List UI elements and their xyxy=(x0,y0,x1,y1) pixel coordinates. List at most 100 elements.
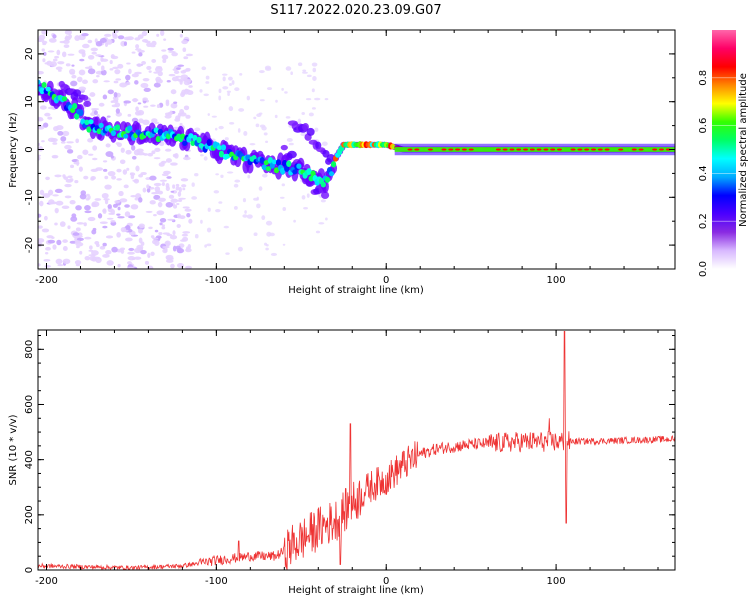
spectrogram-speckle xyxy=(103,80,110,83)
spectrogram-speckle xyxy=(44,112,51,117)
spectrogram-speckle xyxy=(91,51,97,55)
spectrogram-speckle xyxy=(93,110,98,116)
spectrogram-speckle xyxy=(47,50,55,53)
spectrogram-speckle xyxy=(66,141,74,144)
spectrogram-speckle xyxy=(78,86,87,91)
spectrogram-speckle xyxy=(151,59,157,63)
spectrogram-ridge-core xyxy=(308,175,314,182)
spectrogram-speckle xyxy=(115,142,121,145)
spectrogram-speckle xyxy=(90,168,99,173)
spectrogram-speckle xyxy=(164,240,171,247)
spectrogram-speckle xyxy=(207,113,210,116)
spectrogram-speckle xyxy=(176,213,182,219)
colorbar-tick-label: 0.6 xyxy=(698,118,709,134)
spectrogram-speckle xyxy=(60,136,67,142)
spectrogram-speckle xyxy=(238,108,245,112)
spectrogram-speckle xyxy=(47,116,53,120)
spectrogram-ridge-core xyxy=(84,119,90,126)
spectrogram-speckle xyxy=(71,213,77,218)
spectrogram-speckle xyxy=(142,119,150,126)
spectrogram-speckle xyxy=(168,73,176,77)
spectrogram-speckle xyxy=(41,48,45,52)
x-tick-label: 0 xyxy=(383,275,389,286)
spectrogram-speckle xyxy=(226,90,231,93)
spectrogram-speckle xyxy=(164,114,172,119)
spectrogram-speckle xyxy=(140,171,147,176)
x-tick-label: 100 xyxy=(547,275,566,286)
spectrogram-speckle xyxy=(76,76,83,83)
spectrogram-speckle xyxy=(104,184,112,190)
spectrogram-speckle xyxy=(185,53,193,57)
spectrogram-speckle xyxy=(229,83,233,87)
spectrogram-speckle xyxy=(215,173,219,176)
spectrogram-speckle xyxy=(69,178,74,182)
spectrogram-speckle xyxy=(150,235,155,239)
spectrogram-ridge-core xyxy=(188,133,194,139)
spectrogram-speckle xyxy=(99,37,107,43)
spectrogram-speckle xyxy=(64,183,72,188)
snr-panel: -200 -100 0 100 0 200 400 600 800 Height of stra… xyxy=(8,329,676,596)
spectrogram-speckle xyxy=(114,102,121,108)
spectrogram-carrier-peak xyxy=(502,148,508,151)
spectrogram-speckle xyxy=(55,258,63,265)
spectrogram-speckle xyxy=(66,149,74,154)
spectrogram-speckle xyxy=(312,67,317,73)
spectrogram-speckle xyxy=(154,121,160,125)
spectrogram-speckle xyxy=(54,188,63,194)
spectrogram-speckle xyxy=(77,154,83,160)
spectrogram-speckle xyxy=(256,203,261,209)
spectrogram-speckle xyxy=(152,239,157,245)
spectrogram-ridge-core xyxy=(39,87,45,95)
spectrogram-speckle xyxy=(84,205,91,211)
spectrogram-speckle xyxy=(127,266,135,269)
spectrogram-speckle xyxy=(183,105,190,111)
spectrogram-speckle xyxy=(114,200,120,204)
spectrogram-carrier-peak xyxy=(577,148,583,151)
spectrogram-speckle xyxy=(119,159,126,165)
spectrogram-speckle xyxy=(159,179,168,182)
spectrogram-speckle xyxy=(84,66,92,69)
spectrogram-speckle xyxy=(153,182,162,187)
spectrogram-ridge-core xyxy=(192,134,198,142)
spectrogram-speckle xyxy=(265,140,269,144)
spectrogram-speckle xyxy=(63,44,70,49)
spectrogram-speckle xyxy=(56,239,62,246)
spectrogram-speckle xyxy=(113,80,119,84)
spectrogram-speckle xyxy=(297,118,302,124)
spectrogram-carrier-peak xyxy=(590,148,596,151)
spectrogram-speckle xyxy=(83,175,89,180)
spectrogram-ridge-core xyxy=(86,126,92,133)
spectrogram-speckle xyxy=(201,66,207,71)
spectrogram-speckle xyxy=(154,147,161,152)
spectrogram-speckle xyxy=(314,97,321,101)
spectrogram-speckle xyxy=(127,215,136,219)
spectrogram-speckle xyxy=(163,38,167,41)
spectrogram-speckle xyxy=(130,194,137,198)
spectrogram-speckle xyxy=(274,114,278,119)
spectrogram-speckle xyxy=(203,93,209,97)
y-tick-label: 400 xyxy=(24,450,35,469)
spectrogram-speckle xyxy=(102,160,108,163)
y-tick-label: -10 xyxy=(24,189,35,205)
spectrogram-speckle xyxy=(261,215,266,221)
spectrogram-speckle xyxy=(50,138,58,143)
spectrogram-speckle xyxy=(320,199,326,203)
colorbar-gradient xyxy=(712,30,736,269)
spectrogram-speckle xyxy=(233,205,238,210)
spectrogram-speckle xyxy=(176,263,184,269)
spectrogram-speckle xyxy=(92,145,98,151)
spectrogram-speckle xyxy=(116,168,122,173)
snr-series-line xyxy=(38,331,675,570)
spectrogram-speckle xyxy=(256,113,262,118)
spectrogram-speckle xyxy=(290,71,293,76)
spectrogram-speckle xyxy=(229,121,235,125)
spectrogram-speckle xyxy=(166,255,170,260)
spectrogram-ridge-core xyxy=(165,133,172,140)
spectrogram-speckle xyxy=(224,137,229,141)
spectrogram-speckle xyxy=(52,194,59,197)
spectrogram-ridge-core xyxy=(98,122,104,129)
spectrogram-speckle xyxy=(168,50,176,53)
spectrogram-speckle xyxy=(117,35,125,40)
spectrogram-speckle xyxy=(167,47,174,51)
spectrogram-speckle xyxy=(182,206,190,209)
